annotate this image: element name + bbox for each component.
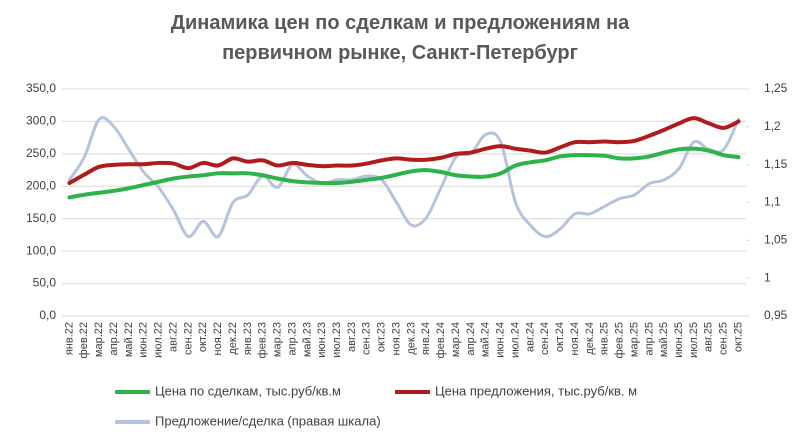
x-tick-label: апр.23 [286,322,298,355]
x-tick-label: авг.24 [524,322,536,352]
x-tick-label: окт.23 [376,322,388,352]
y-tick-label: 0,0 [39,308,56,322]
x-tick-label: июл.22 [153,322,165,358]
x-tick-label: май.24 [480,322,492,357]
x-tick-label: янв.23 [242,322,254,355]
series-line [67,116,741,239]
x-tick-label: авг.25 [703,322,715,352]
y-tick-label: 350,0 [26,81,56,95]
y-tick-label: 250,0 [26,146,56,160]
series-line [67,116,741,186]
x-tick-label: сен.24 [539,322,551,355]
y2-tick-label: 1,05 [764,233,788,247]
x-tick-label: мар.22 [93,322,105,357]
y2-tick-label: 1,15 [764,157,788,171]
x-tick-label: сен.23 [361,322,373,355]
x-tick-label: фев.22 [78,322,90,358]
y2-tick-label: 1 [764,270,771,284]
legend-label: Цена по сделкам, тыс.руб/кв.м [155,383,341,398]
x-tick-label: дек.24 [584,322,596,355]
x-tick-label: июл.25 [688,322,700,358]
x-tick-label: авг.23 [346,322,358,352]
x-tick-label: апр.24 [465,322,477,355]
y-tick-label: 150,0 [26,211,56,225]
x-tick-label: фев.25 [614,322,626,358]
x-tick-label: май.22 [123,322,135,357]
x-tick-label: ноя.22 [212,322,224,355]
x-tick-label: июл.23 [331,322,343,358]
x-tick-label: ноя.24 [569,322,581,355]
x-tick-label: мар.25 [628,322,640,357]
x-tick-label: июн.23 [316,322,328,358]
y2-tick-label: 1,25 [764,81,788,95]
x-tick-label: июн.25 [673,322,685,358]
x-tick-label: дек.23 [405,322,417,355]
x-tick-label: июн.22 [138,322,150,358]
series-line [67,146,741,200]
x-tick-label: апр.25 [643,322,655,355]
y2-tick-label: 0,95 [764,308,788,322]
legend-label: Цена предложения, тыс.руб/кв. м [435,383,637,398]
y-tick-label: 50,0 [33,276,57,290]
x-tick-label: янв.25 [599,322,611,355]
x-tick-label: окт.24 [554,322,566,352]
y-tick-label: 200,0 [26,178,56,192]
x-tick-label: фев.23 [257,322,269,358]
x-tick-label: янв.22 [63,322,75,355]
x-tick-label: май.25 [658,322,670,357]
y2-tick-label: 1,2 [764,119,781,133]
chart-title: Динамика цен по сделкам и предложениям н… [170,12,630,64]
y2-tick-label: 1,1 [764,195,781,209]
x-tick-label: июл.24 [509,322,521,358]
legend-label: Предложение/сделка (правая шкала) [155,413,381,428]
x-tick-label: окт.22 [197,322,209,352]
x-tick-label: апр.22 [108,322,120,355]
x-tick-label: мар.23 [272,322,284,357]
x-tick-label: дек.22 [227,322,239,355]
x-tick-label: янв.24 [420,322,432,355]
x-tick-label: сен.25 [718,322,730,355]
x-tick-label: фев.24 [435,322,447,358]
x-tick-label: сен.22 [182,322,194,355]
y-tick-label: 300,0 [26,114,56,128]
x-tick-label: май.23 [301,322,313,357]
x-tick-label: мар.24 [450,322,462,357]
x-tick-label: окт.25 [732,322,744,352]
x-tick-label: авг.22 [167,322,179,352]
y-tick-label: 100,0 [26,243,56,257]
x-tick-label: ноя.23 [390,322,402,355]
x-tick-label: июн.24 [495,322,507,358]
